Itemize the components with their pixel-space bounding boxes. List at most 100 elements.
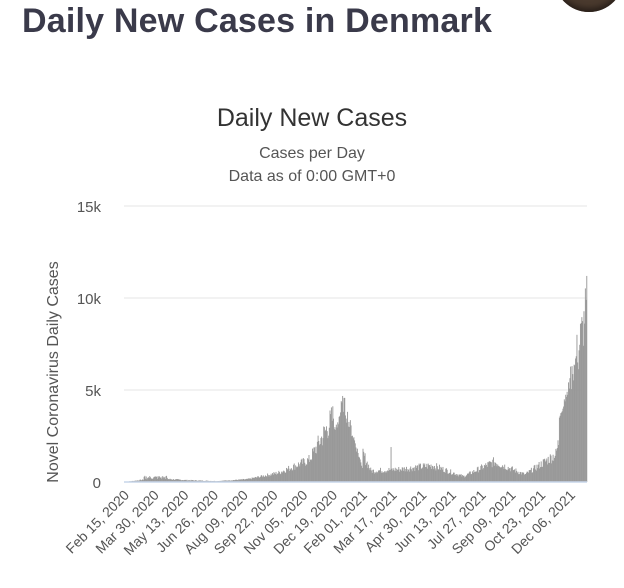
bar (180, 480, 182, 482)
bar (525, 472, 527, 482)
bar (518, 474, 520, 482)
bar (144, 475, 146, 482)
bar (387, 471, 389, 482)
bar (148, 478, 150, 482)
bar (476, 467, 478, 482)
bar (244, 479, 246, 482)
bar (386, 472, 388, 482)
bar (468, 472, 470, 482)
bar (165, 476, 167, 482)
bar (250, 478, 252, 482)
bar (547, 464, 548, 482)
bar (391, 470, 393, 482)
bar (522, 472, 524, 482)
bar (515, 468, 517, 482)
bar (450, 474, 452, 482)
bar (431, 465, 433, 482)
bar (354, 440, 356, 482)
bar (413, 468, 414, 482)
bar (382, 472, 384, 482)
bar (158, 477, 160, 482)
bar (370, 467, 372, 482)
bar (505, 469, 507, 482)
bar (247, 479, 249, 482)
bar (269, 475, 271, 482)
bar (403, 467, 405, 482)
bar (243, 479, 245, 482)
bar (293, 463, 295, 482)
bar (324, 431, 326, 482)
bar (319, 445, 320, 482)
bar (309, 461, 311, 482)
bar (579, 344, 581, 482)
bar (453, 472, 454, 482)
bar (418, 463, 420, 482)
bar (286, 467, 287, 482)
bar (409, 468, 411, 482)
bar (436, 463, 438, 482)
bar (159, 476, 161, 482)
bar (419, 464, 421, 482)
bar (568, 388, 570, 482)
bar (181, 480, 183, 482)
bar (350, 425, 352, 482)
bar (392, 468, 394, 482)
bar (415, 465, 417, 482)
bar (561, 411, 563, 482)
bar (507, 470, 508, 482)
bar (143, 476, 145, 482)
bar (566, 391, 568, 482)
bar (490, 462, 492, 482)
bar (494, 462, 496, 482)
bar (471, 471, 473, 482)
bar (362, 448, 364, 482)
bar (500, 467, 502, 482)
bar (535, 469, 537, 482)
bar (421, 468, 423, 482)
bar (575, 356, 577, 482)
bar (352, 438, 354, 482)
bar (322, 438, 324, 482)
bar (447, 473, 449, 482)
bar (279, 472, 280, 482)
bar (508, 469, 510, 482)
bar (308, 455, 310, 482)
bar (378, 470, 380, 482)
bar (496, 466, 498, 482)
bar (253, 477, 255, 482)
bar (507, 466, 509, 482)
bar (545, 460, 547, 482)
bar (504, 464, 506, 482)
bar (292, 469, 294, 482)
bar (370, 470, 372, 482)
bar (433, 469, 435, 482)
page-title: Daily New Cases in Denmark (22, 2, 493, 40)
bar (312, 451, 314, 482)
bar (465, 475, 467, 482)
bar (169, 478, 171, 482)
bar (434, 465, 436, 482)
bar (295, 465, 297, 482)
bar (577, 362, 579, 482)
bar (246, 478, 248, 482)
y-tick-label: 5k (85, 383, 101, 400)
bar (233, 480, 235, 482)
bar (526, 471, 528, 482)
bar (556, 448, 558, 482)
bar (485, 463, 487, 482)
bar (502, 466, 504, 482)
bar (388, 467, 390, 482)
bar (341, 402, 343, 482)
bar (462, 475, 464, 482)
bar (248, 478, 250, 482)
bar (279, 474, 281, 482)
bar (266, 476, 268, 482)
bar (451, 474, 453, 482)
bar (441, 469, 443, 482)
bar (232, 480, 234, 482)
bar (455, 474, 457, 482)
bar (149, 477, 151, 482)
bar (167, 479, 169, 482)
bar (337, 422, 339, 482)
bar (559, 415, 561, 482)
